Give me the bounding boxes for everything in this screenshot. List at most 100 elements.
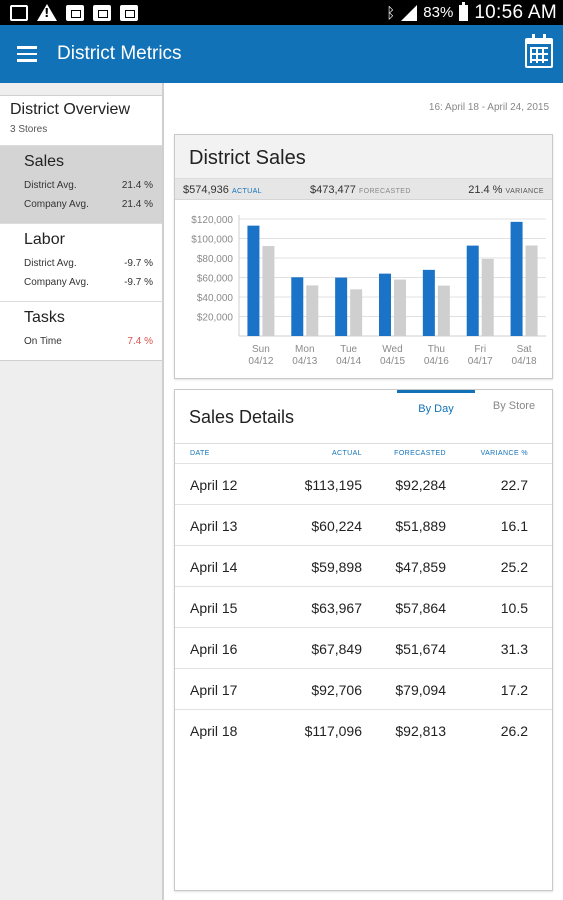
table-row[interactable]: April 13 $60,224 $51,889 16.1	[175, 504, 552, 545]
actual-cell: $63,967	[311, 600, 362, 616]
table-header: DATE ACTUAL FORECASTED VARIANCE %	[175, 443, 552, 463]
card-title: Sales Details	[189, 407, 295, 427]
date-cell: April 13	[190, 518, 238, 534]
actual-cell: $67,849	[311, 641, 362, 657]
actual-cell: $117,096	[304, 723, 362, 739]
x-tick-day: Thu	[428, 344, 445, 355]
table-row[interactable]: April 15 $63,967 $57,864 10.5	[175, 586, 552, 627]
actual-bar	[422, 269, 435, 336]
sales-chart: $20,000 $40,000 $60,000 $80,000 $100,000 $120…	[175, 201, 552, 379]
actual-cell: $113,195	[304, 477, 362, 493]
forecast-summary: $473,477 FORECASTED	[310, 184, 411, 196]
table-row[interactable]: April 17 $92,706 $79,094 17.2	[175, 668, 552, 709]
sales-summary: $574,936 ACTUAL $473,477 FORECASTED 21.4…	[175, 179, 552, 200]
x-tick-day: Wed	[382, 344, 402, 355]
metric-label: Company Avg.	[24, 199, 89, 210]
status-bar: ᛒ 83% 10:56 AM	[0, 0, 563, 25]
calendar-icon[interactable]	[525, 34, 553, 68]
clock: 10:56 AM	[474, 1, 557, 23]
wifi-signal-icon	[401, 4, 418, 21]
metric-row: District Avg. 21.4 %	[0, 177, 162, 196]
table-row[interactable]: April 14 $59,898 $47,859 25.2	[175, 545, 552, 586]
date-cell: April 17	[190, 682, 238, 698]
sidebar-item-sales[interactable]: Sales District Avg. 21.4 % Company Avg. …	[0, 145, 162, 223]
metric-row: District Avg. -9.7 %	[0, 255, 162, 274]
sidebar-item-label: Tasks	[24, 309, 65, 326]
sales-details-card: Sales Details By Day By Store DATE ACTUA…	[174, 389, 553, 891]
x-tick-date: 04/17	[468, 356, 493, 367]
x-tick-date: 04/14	[336, 356, 361, 367]
date-cell: April 14	[190, 559, 238, 575]
app-bar: District Metrics	[0, 25, 563, 83]
forecast-cell: $79,094	[395, 682, 446, 698]
x-tick-day: Fri	[474, 344, 486, 355]
forecast-bar	[437, 285, 450, 336]
mail-notification-icon	[66, 4, 84, 21]
x-tick-day: Tue	[340, 344, 357, 355]
variance-value: 21.4 %	[468, 184, 503, 196]
bluetooth-icon: ᛒ	[386, 3, 396, 22]
x-tick-date: 04/15	[380, 356, 405, 367]
photo-notification-icon-2	[93, 4, 111, 21]
forecast-cell: $92,813	[395, 723, 446, 739]
app-title: District Metrics	[57, 43, 182, 64]
forecast-tag: FORECASTED	[358, 188, 411, 195]
actual-bar	[466, 245, 479, 336]
actual-tag: ACTUAL	[231, 188, 262, 195]
actual-cell: $59,898	[311, 559, 362, 575]
hamburger-menu-icon[interactable]	[17, 46, 37, 62]
y-tick-label: $40,000	[197, 293, 234, 304]
sidebar-item-labor[interactable]: Labor District Avg. -9.7 % Company Avg. …	[0, 223, 162, 301]
variance-cell: 25.2	[500, 559, 528, 575]
variance-summary: 21.4 % VARIANCE	[468, 184, 544, 196]
card-header: District Sales	[175, 135, 552, 179]
photo-notification-icon	[10, 4, 28, 21]
warning-icon	[37, 4, 57, 21]
actual-bar	[247, 225, 260, 336]
sidebar-item-tasks[interactable]: Tasks On Time 7.4 %	[0, 301, 162, 360]
x-tick-date: 04/12	[248, 356, 273, 367]
metric-value: 21.4 %	[121, 199, 153, 210]
store-count: 3 Stores	[10, 124, 48, 135]
actual-cell: $92,706	[311, 682, 362, 698]
column-header-actual: ACTUAL	[331, 450, 362, 457]
forecast-bar	[350, 289, 363, 336]
battery-icon	[459, 1, 469, 21]
variance-cell: 16.1	[500, 518, 528, 534]
forecast-bar	[262, 246, 275, 336]
table-row[interactable]: April 16 $67,849 $51,674 31.3	[175, 627, 552, 668]
variance-cell: 17.2	[500, 682, 528, 698]
y-tick-label: $20,000	[197, 313, 234, 324]
date-range: 16: April 18 - April 24, 2015	[428, 102, 549, 113]
x-tick-day: Sat	[517, 344, 532, 355]
x-tick-date: 04/16	[424, 356, 449, 367]
sidebar-item-label: Sales	[24, 153, 65, 170]
column-header-variance: VARIANCE %	[480, 450, 528, 457]
metric-value: 21.4 %	[121, 180, 153, 191]
overview-title: District Overview	[10, 101, 131, 118]
forecast-value: $473,477	[310, 184, 356, 196]
metric-value: -9.7 %	[124, 277, 153, 288]
y-tick-label: $100,000	[191, 235, 233, 246]
table-row[interactable]: April 18 $117,096 $92,813 26.2	[175, 709, 552, 750]
actual-bar	[335, 277, 348, 336]
metric-row: Company Avg. -9.7 %	[0, 274, 162, 293]
x-tick-day: Sun	[252, 344, 270, 355]
actual-bar	[291, 277, 304, 336]
metric-value: -9.7 %	[124, 258, 153, 269]
table-row[interactable]: April 12 $113,195 $92,284 22.7	[175, 463, 552, 504]
district-overview-panel: District Overview 3 Stores Sales Distric…	[0, 95, 162, 361]
tab-by-day[interactable]: By Day	[397, 390, 475, 432]
column-header-forecasted: FORECASTED	[394, 450, 446, 457]
forecast-bar	[481, 258, 494, 336]
x-tick-day: Mon	[295, 344, 314, 355]
variance-cell: 22.7	[500, 477, 528, 493]
actual-value: $574,936	[183, 184, 229, 196]
metric-row: On Time 7.4 %	[0, 333, 162, 352]
x-tick-date: 04/18	[512, 356, 537, 367]
sales-bar-chart: $20,000 $40,000 $60,000 $80,000 $100,000 $120…	[191, 215, 546, 367]
metric-label: District Avg.	[24, 180, 77, 191]
tab-by-store[interactable]: By Store	[492, 400, 536, 412]
forecast-cell: $51,674	[395, 641, 446, 657]
actual-summary: $574,936 ACTUAL	[183, 184, 262, 196]
